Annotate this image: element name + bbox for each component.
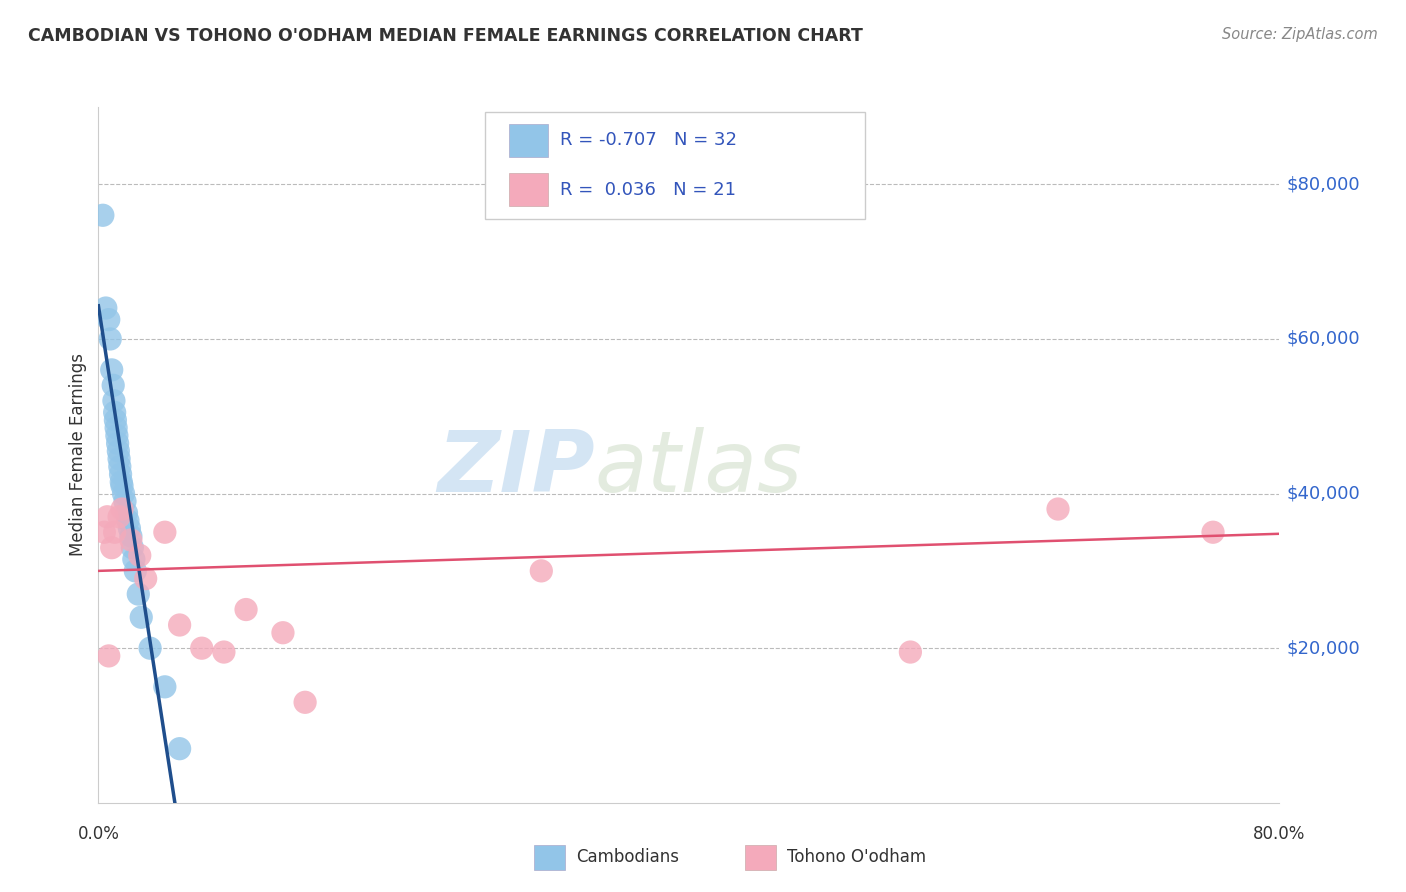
Text: $80,000: $80,000 <box>1286 176 1360 194</box>
Text: ZIP: ZIP <box>437 427 595 510</box>
Text: $60,000: $60,000 <box>1286 330 1360 348</box>
Point <box>169 741 191 756</box>
Point <box>121 541 143 555</box>
Point <box>122 552 145 566</box>
Point <box>96 509 118 524</box>
Text: Source: ZipAtlas.com: Source: ZipAtlas.com <box>1222 27 1378 42</box>
Point <box>94 301 117 315</box>
Point <box>98 332 121 346</box>
Point <box>120 533 142 547</box>
Point <box>169 618 191 632</box>
Point <box>294 695 316 709</box>
Point <box>100 541 122 555</box>
Point <box>1202 525 1225 540</box>
Point <box>1046 502 1069 516</box>
Point <box>118 521 141 535</box>
Point <box>153 680 176 694</box>
Point <box>111 502 134 516</box>
Point <box>110 475 132 489</box>
Point <box>105 421 128 435</box>
Point <box>111 479 134 493</box>
Point <box>120 529 142 543</box>
Text: 0.0%: 0.0% <box>77 825 120 843</box>
Text: atlas: atlas <box>595 427 803 510</box>
Text: R = -0.707   N = 32: R = -0.707 N = 32 <box>560 131 737 150</box>
Point <box>115 506 138 520</box>
Text: Tohono O'odham: Tohono O'odham <box>787 848 927 866</box>
Point <box>271 625 294 640</box>
Point <box>124 564 146 578</box>
Point <box>104 405 127 419</box>
Point <box>900 645 922 659</box>
Point <box>103 378 125 392</box>
Point <box>212 645 235 659</box>
Point <box>110 467 132 482</box>
Point <box>129 610 152 624</box>
Text: Cambodians: Cambodians <box>576 848 679 866</box>
Point <box>139 641 162 656</box>
Point <box>235 602 257 616</box>
Point <box>108 459 131 474</box>
Text: $20,000: $20,000 <box>1286 640 1360 657</box>
Point <box>91 208 114 222</box>
Point <box>191 641 214 656</box>
Point <box>128 549 150 563</box>
Text: CAMBODIAN VS TOHONO O'ODHAM MEDIAN FEMALE EARNINGS CORRELATION CHART: CAMBODIAN VS TOHONO O'ODHAM MEDIAN FEMAL… <box>28 27 863 45</box>
Point <box>112 486 135 500</box>
Point <box>108 509 131 524</box>
Text: R =  0.036   N = 21: R = 0.036 N = 21 <box>560 180 735 199</box>
Text: $40,000: $40,000 <box>1286 484 1360 502</box>
Point <box>107 436 129 450</box>
Point <box>107 444 129 458</box>
Text: 80.0%: 80.0% <box>1253 825 1306 843</box>
Point <box>97 648 120 663</box>
Point <box>135 572 157 586</box>
Point <box>97 312 120 326</box>
Point <box>117 514 139 528</box>
Point <box>93 525 115 540</box>
Point <box>105 428 128 442</box>
Point <box>103 393 125 408</box>
Point <box>530 564 553 578</box>
Point <box>100 363 122 377</box>
Point <box>108 451 131 466</box>
Point <box>153 525 176 540</box>
Point <box>114 494 136 508</box>
Y-axis label: Median Female Earnings: Median Female Earnings <box>69 353 87 557</box>
Point <box>127 587 149 601</box>
Point <box>104 413 127 427</box>
Point <box>104 525 127 540</box>
